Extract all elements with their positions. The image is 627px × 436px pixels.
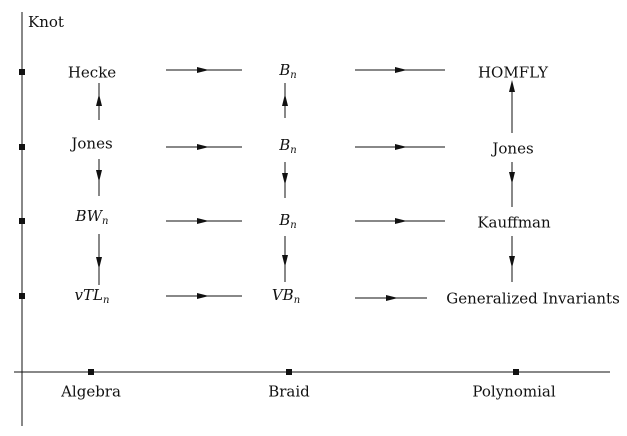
arrowhead [282, 255, 288, 267]
y-tick-row-2 [19, 144, 25, 150]
node-base: B [279, 211, 291, 229]
node-base: Jones [492, 139, 534, 158]
arrowhead [395, 67, 407, 73]
node-braid-row-1: Bn [279, 63, 296, 81]
x-tick-braid [286, 369, 292, 375]
arrowhead [395, 144, 407, 150]
node-subscript: n [102, 216, 109, 227]
arrowhead [197, 144, 209, 150]
arrowhead [96, 94, 102, 106]
node-base: B [279, 61, 291, 79]
x-tick-polynomial [513, 369, 519, 375]
y-tick-row-3 [19, 218, 25, 224]
arrowhead [395, 218, 407, 224]
node-base: Jones [71, 134, 113, 153]
y-axis-title: Knot [28, 13, 64, 31]
node-hecke: Hecke [67, 63, 117, 82]
node-jones-polynomial: Jones [492, 139, 534, 158]
arrowhead [509, 172, 515, 184]
arrowhead [282, 94, 288, 106]
arrowhead [509, 256, 515, 268]
node-vtln: vTLn [75, 288, 110, 306]
arrowhead [282, 173, 288, 185]
node-base: Kauffman [477, 213, 551, 232]
arrowhead [386, 295, 398, 301]
node-subscript: n [103, 295, 110, 306]
node-bwn: BWn [76, 209, 109, 227]
x-tick-algebra [88, 369, 94, 375]
node-subscript: n [290, 220, 297, 231]
node-base: VB [271, 286, 294, 304]
node-vbn: VBn [272, 288, 300, 306]
arrowhead [509, 80, 515, 92]
arrowhead [96, 257, 102, 269]
y-tick-row-4 [19, 293, 25, 299]
node-subscript: n [290, 70, 297, 81]
node-generalized-invariants: Generalized Invariants [446, 289, 620, 308]
node-base: HOMFLY [477, 63, 549, 82]
node-kauffman: Kauffman [477, 213, 551, 232]
node-base: BW [75, 207, 102, 225]
node-base: vTL [74, 286, 103, 304]
arrowhead [197, 67, 209, 73]
x-label-braid: Braid [268, 382, 310, 401]
node-base: B [279, 136, 291, 154]
node-braid-row-2: Bn [279, 138, 296, 156]
node-subscript: n [293, 295, 301, 306]
arrowhead [197, 293, 209, 299]
node-base: Generalized Invariants [446, 289, 620, 308]
x-label-algebra: Algebra [61, 382, 121, 401]
node-base: Hecke [67, 63, 117, 82]
arrowhead [96, 170, 102, 182]
node-jones-algebra: Jones [71, 134, 113, 153]
x-label-polynomial: Polynomial [472, 382, 556, 401]
arrowhead [197, 218, 209, 224]
y-tick-row-1 [19, 69, 25, 75]
node-subscript: n [290, 145, 297, 156]
node-homfly: HOMFLY [477, 63, 549, 82]
node-braid-row-3: Bn [279, 213, 296, 231]
